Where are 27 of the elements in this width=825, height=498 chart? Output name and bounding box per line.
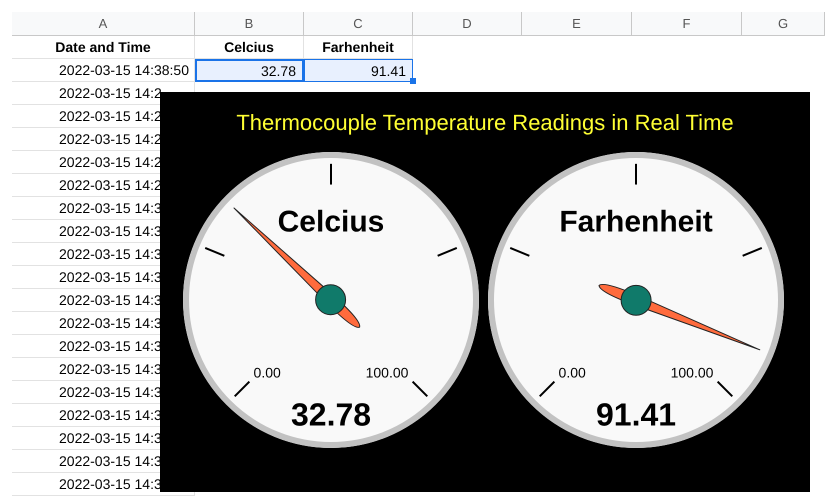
text: 2022-03-15 14:2	[12, 174, 195, 197]
category-label: B	[195, 12, 304, 36]
text: 2022-03-15 14:2	[12, 82, 195, 105]
data-label: 32.78	[290, 396, 372, 433]
text: 0.00	[254, 364, 282, 380]
data-label: 91.41	[596, 396, 676, 433]
text: Farhenheit	[304, 36, 413, 59]
text: 91.41	[304, 59, 413, 82]
category-label: F	[632, 12, 742, 36]
text: 2022-03-15 14:2	[12, 151, 195, 174]
category-label: G	[742, 12, 825, 36]
text: 32.78	[195, 59, 304, 82]
text: Date and Time	[12, 36, 195, 59]
text: Celcius	[278, 205, 384, 238]
category-label: A	[12, 12, 195, 36]
text: 0.00	[558, 364, 586, 380]
text: 2022-03-15 14:2	[12, 128, 195, 151]
text: 2022-03-15 14:2	[12, 105, 195, 128]
text: Celcius	[195, 36, 304, 59]
category-label: E	[522, 12, 632, 36]
category-label: D	[413, 12, 522, 36]
category-label: C	[304, 12, 413, 36]
text: 2022-03-15 14:38:50	[12, 59, 195, 82]
text: 100.00	[670, 364, 714, 380]
text: 100.00	[366, 364, 409, 380]
text: Thermocouple Temperature Readings in Real Time	[235, 110, 735, 136]
text: Farhenheit	[559, 205, 713, 238]
